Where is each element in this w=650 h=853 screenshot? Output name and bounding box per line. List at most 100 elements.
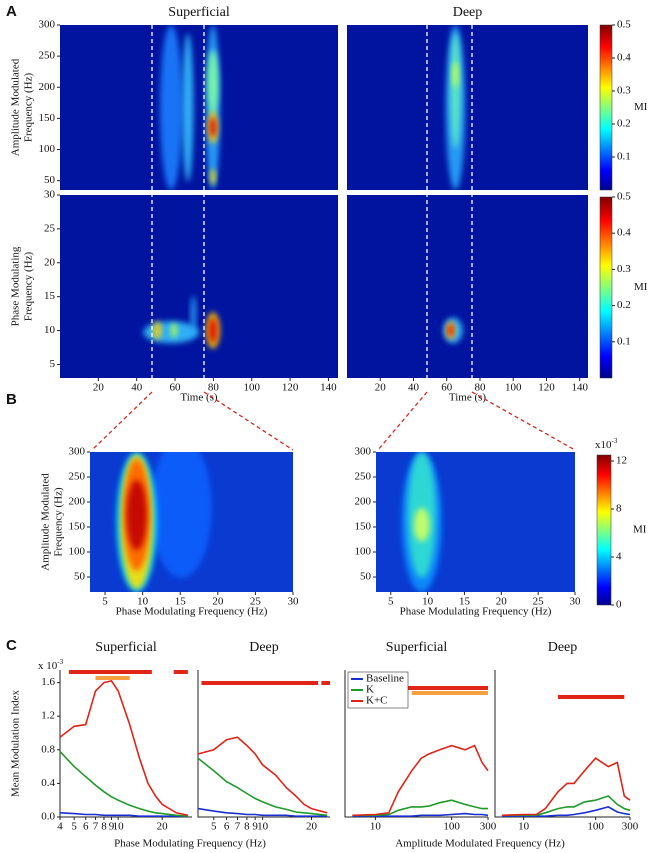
colorbar-tick-label: 0.4 xyxy=(617,52,631,64)
x-tick-label: 30 xyxy=(570,596,582,608)
heatmap-blob xyxy=(413,508,430,542)
heatmap xyxy=(90,452,293,592)
x-tick-label: 10 xyxy=(370,821,382,833)
colorbar xyxy=(599,196,613,379)
x-axis-label: Time (s) xyxy=(449,392,487,404)
y-tick-label: 30 xyxy=(44,189,56,201)
y-tick-label: 50 xyxy=(44,174,56,186)
axis-exponent: x10-3 xyxy=(595,437,618,451)
x-tick-label: 30 xyxy=(288,596,300,608)
x-tick-label: 80 xyxy=(208,382,220,394)
heatmap-blob xyxy=(190,295,197,333)
x-tick-label: 10 xyxy=(137,596,149,608)
plot-title: Superficial xyxy=(168,5,230,20)
y-tick-label: 100 xyxy=(69,546,86,558)
colorbar-tick-label: 0.2 xyxy=(617,299,631,311)
colorbar-tick-label: 0 xyxy=(616,599,622,611)
heatmap-blob xyxy=(448,324,454,336)
x-tick-label: 5 xyxy=(71,821,77,833)
colorbar-tick-label: 0.1 xyxy=(617,151,631,163)
panel-label: A xyxy=(6,3,17,20)
axis-line xyxy=(494,670,630,818)
y-tick-label: 300 xyxy=(39,19,56,31)
x-tick-label: 9 xyxy=(252,821,258,833)
heatmap-blob xyxy=(150,452,212,578)
x-tick-label: 100 xyxy=(443,821,460,833)
heatmap-background xyxy=(347,25,588,190)
colorbar-label: MI xyxy=(634,281,648,293)
x-tick-label: 8 xyxy=(101,821,107,833)
y-tick-label: 150 xyxy=(39,112,56,124)
heatmap-blob xyxy=(452,61,459,88)
heatmap-blob xyxy=(208,317,218,344)
plot-title: Deep xyxy=(548,640,578,655)
y-axis-label: Frequency (Hz) xyxy=(53,487,65,557)
x-tick-label: 7 xyxy=(235,821,241,833)
x-tick-label: 60 xyxy=(170,382,182,394)
x-tick-label: 5 xyxy=(211,821,217,833)
zoom-lines xyxy=(91,391,576,451)
x-tick-label: 20 xyxy=(157,821,169,833)
x-tick-label: 4 xyxy=(57,821,63,833)
x-tick-label: 140 xyxy=(320,382,337,394)
x-tick-label: 25 xyxy=(250,596,262,608)
colorbar xyxy=(596,454,612,606)
y-tick-label: 100 xyxy=(39,143,56,155)
x-axis-label: Amplitude Modulated Frequency (Hz) xyxy=(395,838,565,850)
y-tick-label: 20 xyxy=(44,256,56,268)
heatmap-blob xyxy=(153,321,162,340)
colorbar-tick-label: 4 xyxy=(616,551,622,563)
heatmap xyxy=(376,452,575,592)
y-tick-label: 10 xyxy=(44,324,56,336)
y-tick-label: 150 xyxy=(69,521,86,533)
x-tick-label: 100 xyxy=(243,382,260,394)
exponent-power: -3 xyxy=(57,658,63,666)
x-tick-label: 15 xyxy=(459,596,471,608)
heatmap-blob xyxy=(126,480,147,550)
series-line xyxy=(59,812,188,817)
colorbar-tick-label: 0.5 xyxy=(617,191,631,203)
series-line xyxy=(59,750,188,817)
series-line xyxy=(502,795,631,817)
x-tick-label: 10 xyxy=(518,821,530,833)
series-line xyxy=(197,736,328,814)
x-tick-label: 300 xyxy=(480,821,497,833)
heatmap xyxy=(347,195,588,378)
colorbar-tick-label: 8 xyxy=(616,503,622,515)
x-tick-label: 5 xyxy=(102,596,108,608)
y-axis-label: Amplitude Modulated xyxy=(40,473,52,571)
axis-line xyxy=(59,670,192,818)
y-tick-label: 0.0 xyxy=(41,811,55,823)
x-axis-label: Phase Modulating Frequency (Hz) xyxy=(400,606,552,618)
x-tick-label: 6 xyxy=(224,821,230,833)
axis-exponent: x 10-3 xyxy=(38,658,64,672)
heatmap-blob xyxy=(182,33,194,182)
legend-label: Baseline xyxy=(366,673,404,685)
x-tick-label: 7 xyxy=(93,821,99,833)
x-tick-label: 60 xyxy=(441,382,453,394)
y-tick-label: 1.2 xyxy=(41,710,55,722)
legend-label: K+C xyxy=(366,695,387,707)
x-tick-label: 100 xyxy=(505,382,522,394)
x-tick-label: 8 xyxy=(244,821,250,833)
x-tick-label: 6 xyxy=(83,821,89,833)
y-axis-label: Phase Modulating xyxy=(10,246,22,326)
y-axis-label: Mean Modulation Index xyxy=(10,690,22,797)
y-axis-label: Amplitude Modulated xyxy=(10,58,22,156)
x-tick-label: 300 xyxy=(622,821,639,833)
axis-line xyxy=(344,670,488,818)
y-tick-label: 25 xyxy=(44,222,56,234)
x-tick-label: 40 xyxy=(131,382,143,394)
x-axis-label: Phase Modulating Frequency (Hz) xyxy=(116,606,268,618)
heatmap xyxy=(60,195,338,378)
y-tick-label: 50 xyxy=(74,571,86,583)
panel-label: C xyxy=(6,637,17,654)
y-tick-label: 200 xyxy=(355,496,372,508)
x-tick-label: 140 xyxy=(571,382,588,394)
heatmap-blob xyxy=(210,168,216,186)
y-tick-label: 200 xyxy=(39,81,56,93)
series-line xyxy=(352,744,489,817)
y-tick-label: 50 xyxy=(360,571,372,583)
